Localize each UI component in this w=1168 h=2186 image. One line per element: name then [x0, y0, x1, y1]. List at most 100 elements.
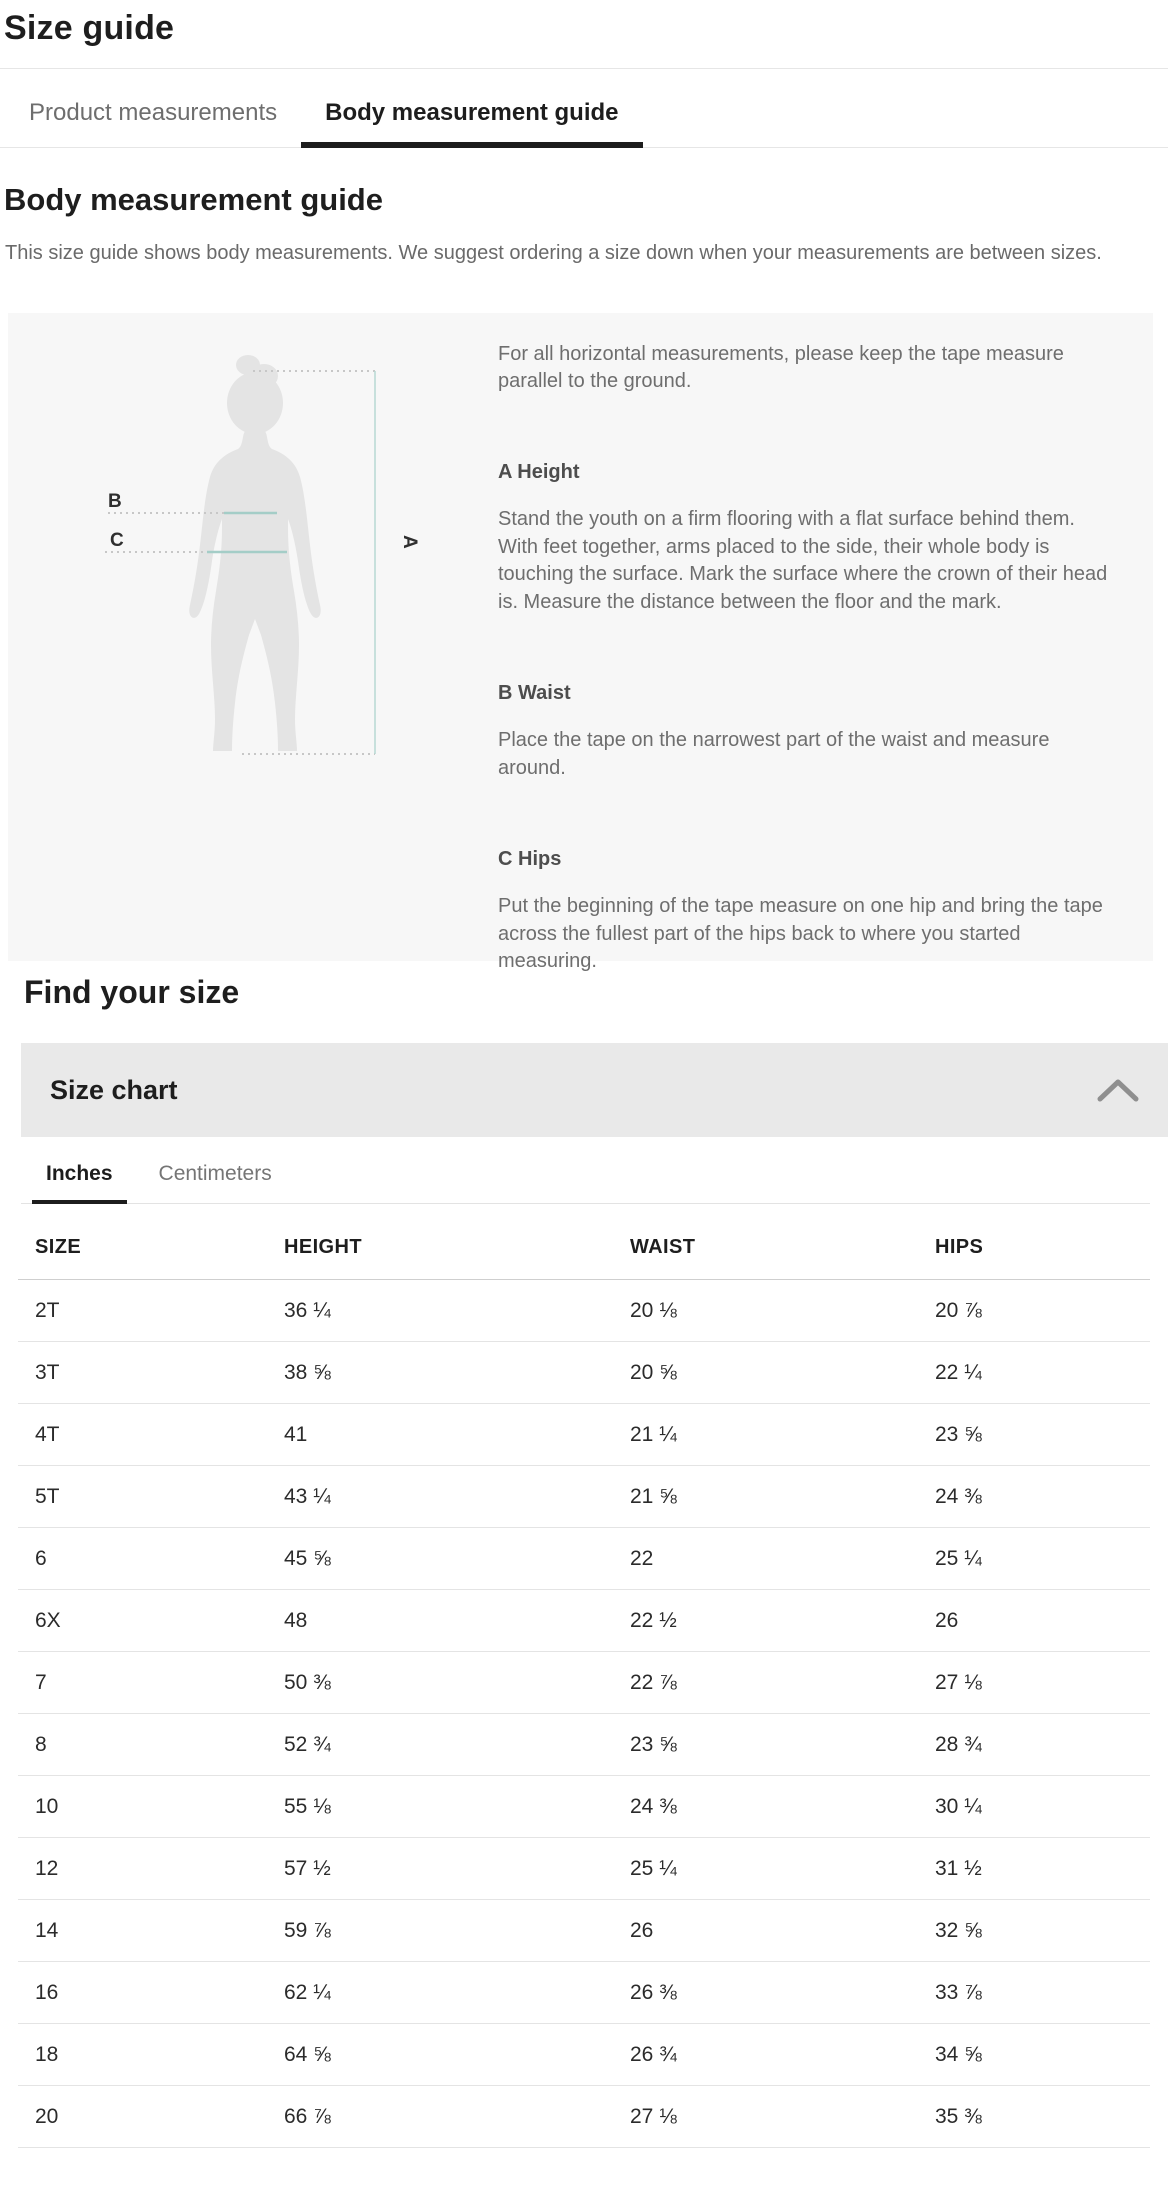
table-cell: 24 ⅜ — [918, 1465, 1150, 1528]
table-cell: 2T — [18, 1279, 267, 1342]
table-cell: 50 ⅜ — [267, 1651, 613, 1714]
table-cell: 18 — [18, 2023, 267, 2086]
table-cell: 59 ⅞ — [267, 1899, 613, 1962]
table-row: 12 57 ½ 25 ¼ 31 ½ — [18, 1837, 1150, 1900]
diagram-label-a: A — [399, 535, 420, 549]
table-cell: 30 ¼ — [918, 1775, 1150, 1838]
table-cell: 66 ⅞ — [267, 2085, 613, 2148]
body-silhouette — [189, 355, 321, 751]
waist-section: B Waist Place the tape on the narrowest … — [498, 682, 1110, 782]
table-cell: 41 — [267, 1403, 613, 1466]
tab-product-measurements[interactable]: Product measurements — [29, 99, 278, 126]
column-header-waist: WAIST — [613, 1204, 918, 1280]
chevron-up-icon[interactable] — [1096, 1077, 1140, 1103]
table-cell: 20 ⅝ — [613, 1341, 918, 1404]
tape-measure-note: For all horizontal measurements, please … — [498, 343, 1064, 392]
table-cell: 22 ¼ — [918, 1341, 1150, 1404]
table-cell: 22 — [613, 1527, 918, 1590]
table-cell: 36 ¼ — [267, 1279, 613, 1342]
tab-centimeters[interactable]: Centimeters — [158, 1162, 272, 1185]
table-row: 14 59 ⅞ 26 32 ⅝ — [18, 1899, 1150, 1962]
body-measurement-diagram: B C A — [105, 355, 420, 755]
size-chart-collapse-header[interactable]: Size chart — [21, 1043, 1168, 1137]
size-chart-title: Size chart — [50, 1074, 178, 1105]
table-cell: 33 ⅞ — [918, 1961, 1150, 2024]
table-row: 8 52 ¾ 23 ⅝ 28 ¾ — [18, 1713, 1150, 1776]
diagram-label-c: C — [110, 530, 124, 551]
table-cell: 43 ¼ — [267, 1465, 613, 1528]
table-row: 4T 41 21 ¼ 23 ⅝ — [18, 1403, 1150, 1466]
table-cell: 20 ⅞ — [918, 1279, 1150, 1342]
hips-section-text: Put the beginning of the tape measure on… — [498, 895, 1103, 972]
table-cell: 22 ⅞ — [613, 1651, 918, 1714]
table-row: 18 64 ⅝ 26 ¾ 34 ⅝ — [18, 2023, 1150, 2086]
table-cell: 45 ⅝ — [267, 1527, 613, 1590]
table-cell: 6X — [18, 1589, 267, 1652]
table-cell: 20 ⅛ — [613, 1279, 918, 1342]
page-title: Size guide — [4, 9, 175, 47]
table-cell: 27 ⅛ — [613, 2085, 918, 2148]
table-cell: 25 ¼ — [613, 1837, 918, 1900]
table-cell: 16 — [18, 1961, 267, 2024]
table-cell: 26 — [613, 1899, 918, 1962]
find-your-size-heading: Find your size — [24, 974, 240, 1010]
table-row: 2T 36 ¼ 20 ⅛ 20 ⅞ — [18, 1279, 1150, 1342]
table-cell: 55 ⅛ — [267, 1775, 613, 1838]
table-row: 20 66 ⅞ 27 ⅛ 35 ⅜ — [18, 2085, 1150, 2148]
table-cell: 23 ⅝ — [918, 1403, 1150, 1466]
measurement-guide-box: B C A For all horizontal measurements, p… — [8, 313, 1153, 972]
waist-section-text: Place the tape on the narrowest part of … — [498, 729, 1050, 779]
table-row: 7 50 ⅜ 22 ⅞ 27 ⅛ — [18, 1651, 1150, 1714]
waist-section-label: B Waist — [498, 682, 571, 704]
height-section-text: Stand the youth on a firm flooring with … — [498, 508, 1108, 613]
table-cell: 26 — [918, 1589, 1150, 1652]
table-cell: 14 — [18, 1899, 267, 1962]
table-row: 5T 43 ¼ 21 ⅝ 24 ⅜ — [18, 1465, 1150, 1528]
table-cell: 21 ¼ — [613, 1403, 918, 1466]
table-cell: 57 ½ — [267, 1837, 613, 1900]
table-row: 6X 48 22 ½ 26 — [18, 1589, 1150, 1652]
column-header-size: SIZE — [18, 1204, 267, 1280]
table-cell: 26 ⅜ — [613, 1961, 918, 2024]
hips-section-label: C Hips — [498, 848, 562, 870]
table-cell: 27 ⅛ — [918, 1651, 1150, 1714]
table-cell: 12 — [18, 1837, 267, 1900]
intro-text: This size guide shows body measurements.… — [5, 242, 1102, 264]
table-cell: 62 ¼ — [267, 1961, 613, 2024]
tab-body-measurement-guide[interactable]: Body measurement guide — [301, 69, 643, 148]
size-table-body: 2T 36 ¼ 20 ⅛ 20 ⅞ 3T 38 ⅝ 20 ⅝ 22 ¼ 4T 41 21 ¼ 23 ⅝… — [18, 1279, 1150, 2148]
table-row: 16 62 ¼ 26 ⅜ 33 ⅞ — [18, 1961, 1150, 2024]
table-cell: 64 ⅝ — [267, 2023, 613, 2086]
table-cell: 8 — [18, 1713, 267, 1776]
table-cell: 21 ⅝ — [613, 1465, 918, 1528]
table-row: 6 45 ⅝ 22 25 ¼ — [18, 1527, 1150, 1590]
table-cell: 34 ⅝ — [918, 2023, 1150, 2086]
diagram-label-b: B — [108, 491, 122, 512]
section-heading: Body measurement guide — [4, 182, 383, 217]
table-cell: 38 ⅝ — [267, 1341, 613, 1404]
unit-tab-bar: Inches Centimeters — [21, 1137, 1150, 1204]
height-section-label: A Height — [498, 461, 580, 483]
table-cell: 25 ¼ — [918, 1527, 1150, 1590]
table-cell: 31 ½ — [918, 1837, 1150, 1900]
table-cell: 35 ⅜ — [918, 2085, 1150, 2148]
table-cell: 28 ¾ — [918, 1713, 1150, 1776]
table-cell: 6 — [18, 1527, 267, 1590]
table-cell: 24 ⅜ — [613, 1775, 918, 1838]
table-cell: 4T — [18, 1403, 267, 1466]
table-cell: 5T — [18, 1465, 267, 1528]
height-section: A Height Stand the youth on a firm floor… — [498, 461, 1110, 616]
table-cell: 48 — [267, 1589, 613, 1652]
title-divider — [0, 68, 1168, 69]
table-cell: 10 — [18, 1775, 267, 1838]
measurement-instructions: For all horizontal measurements, please … — [498, 313, 1110, 972]
table-row: 3T 38 ⅝ 20 ⅝ 22 ¼ — [18, 1341, 1150, 1404]
table-cell: 3T — [18, 1341, 267, 1404]
table-cell: 22 ½ — [613, 1589, 918, 1652]
table-cell: 32 ⅝ — [918, 1899, 1150, 1962]
table-cell: 52 ¾ — [267, 1713, 613, 1776]
table-row: 10 55 ⅛ 24 ⅜ 30 ¼ — [18, 1775, 1150, 1838]
column-header-hips: HIPS — [918, 1204, 1150, 1280]
tab-inches[interactable]: Inches — [32, 1137, 127, 1204]
table-cell: 26 ¾ — [613, 2023, 918, 2086]
